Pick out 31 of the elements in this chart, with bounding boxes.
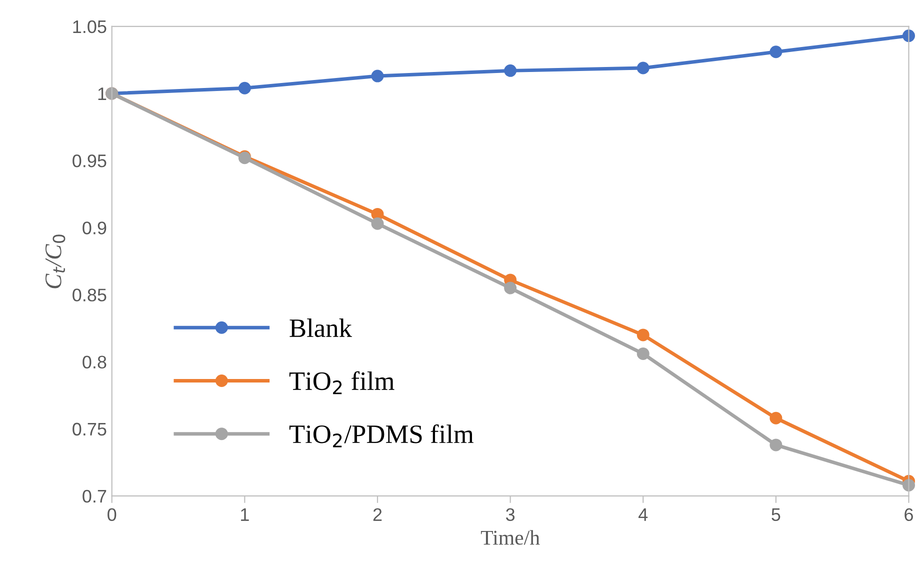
legend-label: Blank xyxy=(290,318,352,338)
x-tick-label: 4 xyxy=(638,508,648,521)
y-axis-title: C$_{t}$/C$_{0}$ xyxy=(45,234,66,288)
x-tick-label: 6 xyxy=(904,508,913,522)
point xyxy=(238,82,251,94)
point xyxy=(770,438,782,452)
point xyxy=(504,64,517,77)
y-tick-label: 0.75 xyxy=(72,422,106,436)
x-tick-label: 5 xyxy=(772,508,780,522)
x-tick-label: 0 xyxy=(108,508,116,522)
y-tick-label: 0.8 xyxy=(82,356,106,369)
point xyxy=(371,70,384,82)
point xyxy=(636,62,650,74)
point xyxy=(770,46,782,58)
x-axis-title: Time/h xyxy=(480,530,540,545)
x-tick-label: 2 xyxy=(373,508,382,521)
y-tick-label: 0.9 xyxy=(82,222,106,234)
point xyxy=(504,282,517,294)
y-tick-label: 1 xyxy=(98,88,106,100)
y-tick-label: 1.05 xyxy=(73,20,106,34)
point xyxy=(770,412,782,424)
x-tick-label: 3 xyxy=(506,508,515,522)
x-tick-label: 1 xyxy=(241,508,249,521)
y-tick-label: 0.7 xyxy=(82,490,106,503)
point xyxy=(636,347,650,360)
legend-label: TiO$_{2}$ film xyxy=(289,371,394,394)
y-tick-label: 0.95 xyxy=(72,154,106,168)
y-tick-label: 0.85 xyxy=(72,288,106,302)
legend-label: TiO$_{2}$/PDMS film xyxy=(289,424,474,448)
point xyxy=(636,328,650,342)
point xyxy=(371,217,384,230)
